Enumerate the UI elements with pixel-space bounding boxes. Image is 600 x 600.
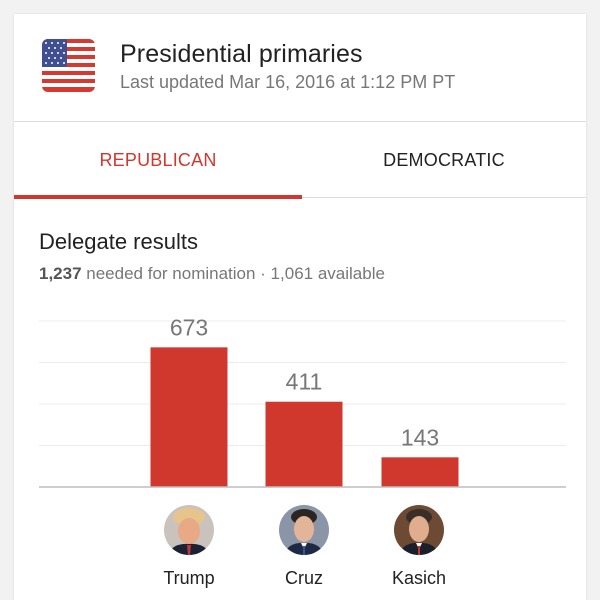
- kasich-avatar: [394, 505, 444, 555]
- delegate-results-title: Delegate results: [39, 229, 198, 254]
- candidate-label-cruz: Cruz: [284, 568, 323, 588]
- tab-democratic[interactable]: DEMOCRATIC: [383, 149, 505, 170]
- party-tabs: REPUBLICAN DEMOCRATIC: [14, 122, 586, 198]
- cruz-avatar: [279, 505, 329, 555]
- card-header: Presidential primaries Last updated Mar …: [14, 14, 586, 122]
- candidate-label-trump: Trump: [163, 568, 215, 588]
- bar-trump[interactable]: [150, 347, 228, 487]
- needed-number: 1,237: [39, 264, 82, 283]
- delegate-results-subtitle: 1,237 needed for nomination · 1,061 avai…: [39, 264, 385, 284]
- last-updated-text: Last updated Mar 16, 2016 at 1:12 PM PT: [120, 72, 456, 92]
- candidate-label-kasich: Kasich: [391, 568, 447, 588]
- us-flag-icon: [42, 39, 95, 92]
- bar-value-label-trump: 673: [170, 314, 208, 340]
- tab-republican[interactable]: REPUBLICAN: [99, 149, 217, 170]
- bar-value-label-kasich: 143: [401, 424, 439, 450]
- trump-avatar: [164, 505, 214, 555]
- bar-cruz[interactable]: [265, 401, 343, 487]
- page-title: Presidential primaries: [120, 40, 363, 68]
- primaries-card: Presidential primaries Last updated Mar …: [14, 14, 586, 600]
- needed-text: needed for nomination · 1,061 available: [81, 264, 385, 283]
- bar-value-label-cruz: 411: [286, 369, 323, 395]
- delegate-bar-chart: 673 411 143: [39, 314, 566, 488]
- active-tab-indicator: [14, 195, 302, 199]
- bar-kasich[interactable]: [381, 457, 459, 487]
